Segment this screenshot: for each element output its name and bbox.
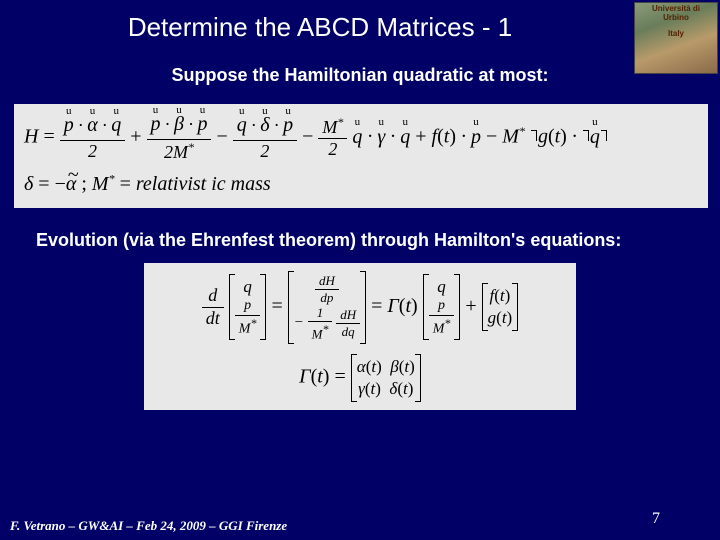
hamiltonian-intro: Suppose the Hamiltonian quadratic at mos… xyxy=(0,65,720,86)
page-number: 7 xyxy=(652,510,660,528)
hamilton-equations: ddt qpM* = dHdp − 1M* dHdq = Γ(t) qpM* +… xyxy=(144,263,576,410)
affiliation-country: Italy xyxy=(635,29,717,38)
footer-attribution: F. Vetrano – GW&AI – Feb 24, 2009 – GGI … xyxy=(10,518,287,534)
slide-title: Determine the ABCD Matrices - 1 xyxy=(0,0,720,51)
affiliation-line2: Urbino xyxy=(635,14,717,23)
hamiltonian-equation: H = up · uα · uq2 + up · uβ · up2M* − uq… xyxy=(14,104,708,208)
affiliation-logo: Università di Urbino Italy xyxy=(634,2,718,74)
evolution-intro: Evolution (via the Ehrenfest theorem) th… xyxy=(0,230,720,251)
